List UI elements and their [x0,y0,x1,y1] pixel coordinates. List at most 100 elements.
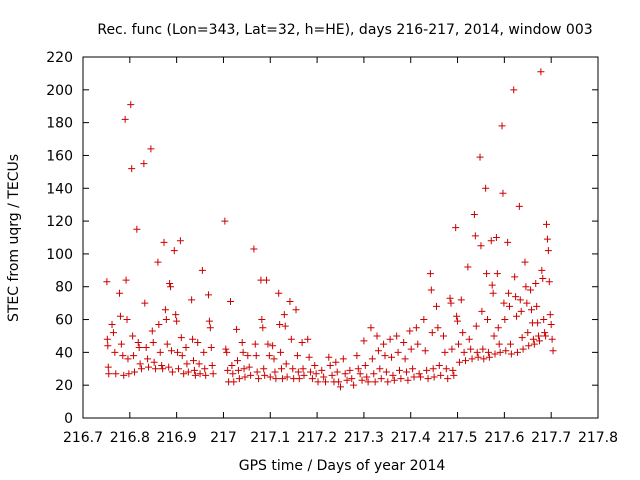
data-point [156,348,164,356]
data-point [175,365,183,373]
data-point [479,345,487,353]
data-point [258,316,266,324]
data-point [394,348,402,356]
data-point [163,340,171,348]
data-point [130,352,138,360]
data-point [474,353,482,361]
data-point [511,273,519,281]
data-point [492,234,500,241]
y-tick-label: 100 [46,247,73,263]
data-point [250,245,258,253]
data-point [382,368,390,376]
data-point [239,348,247,356]
data-point [272,375,280,383]
x-tick-label: 217.1 [250,430,290,446]
data-point [493,270,501,278]
y-axis-label: STEC from uqrg / TECUs [6,154,22,322]
data-point [207,343,215,351]
data-point [245,363,253,371]
data-point [442,365,450,373]
data-point [226,297,234,305]
data-point [360,337,368,345]
data-point [444,375,452,383]
data-point [200,348,208,356]
data-point [462,357,470,365]
data-point [148,327,156,335]
data-point [517,307,525,315]
data-point [482,184,490,192]
data-point [221,217,229,225]
data-point [343,376,351,384]
data-point [496,348,504,356]
data-point [457,296,465,304]
data-point [111,348,119,356]
data-point [549,347,557,355]
data-point [287,335,295,343]
data-point [311,361,319,369]
data-point [506,340,514,348]
data-point [173,317,181,325]
data-point [131,368,138,376]
data-point [255,375,263,383]
x-tick-label: 217.7 [531,430,571,446]
data-point [367,324,375,332]
data-point [348,375,356,383]
data-point [228,361,236,369]
data-point [540,316,548,324]
data-point [172,311,180,319]
data-point [437,371,445,379]
data-point [224,366,232,374]
data-point [427,286,435,294]
data-point [373,332,381,340]
data-point [328,371,336,379]
data-point [504,238,512,246]
data-point [519,345,527,353]
data-point [176,237,184,245]
data-point [300,371,308,379]
data-point [547,320,555,328]
data-point [543,220,550,228]
data-point [241,373,249,381]
data-point [167,347,175,355]
data-point [537,68,545,76]
data-point [188,296,196,304]
data-point [177,334,185,342]
data-point [484,316,492,324]
data-point [195,360,203,368]
data-point [244,352,252,360]
data-point [278,375,286,383]
data-point [522,283,530,291]
data-point [298,339,306,347]
data-point [407,345,415,353]
x-tick-label: 217.6 [484,430,524,446]
data-point [222,345,230,353]
data-point [488,281,496,289]
data-point [234,357,241,365]
data-point [487,237,495,245]
data-point [145,363,153,371]
data-point [325,353,333,361]
data-point [346,366,354,374]
x-tick-label: 217.2 [297,430,337,446]
x-tick-label: 217 [210,430,237,446]
data-point [468,355,476,363]
data-point [384,378,392,386]
x-tick-label: 216.7 [63,430,103,446]
data-point [513,312,521,320]
data-point [455,358,463,366]
data-point [133,225,141,233]
data-point [104,363,112,371]
data-point [441,348,449,356]
data-point [447,299,455,307]
data-point [454,317,462,325]
data-point [406,327,414,335]
data-point [168,368,176,376]
data-point [507,350,515,358]
data-point [494,324,502,332]
data-point [505,289,513,297]
data-point [527,286,535,294]
x-tick-label: 217.5 [437,430,477,446]
data-point [178,352,186,360]
data-point [386,335,394,343]
data-point [459,329,467,337]
